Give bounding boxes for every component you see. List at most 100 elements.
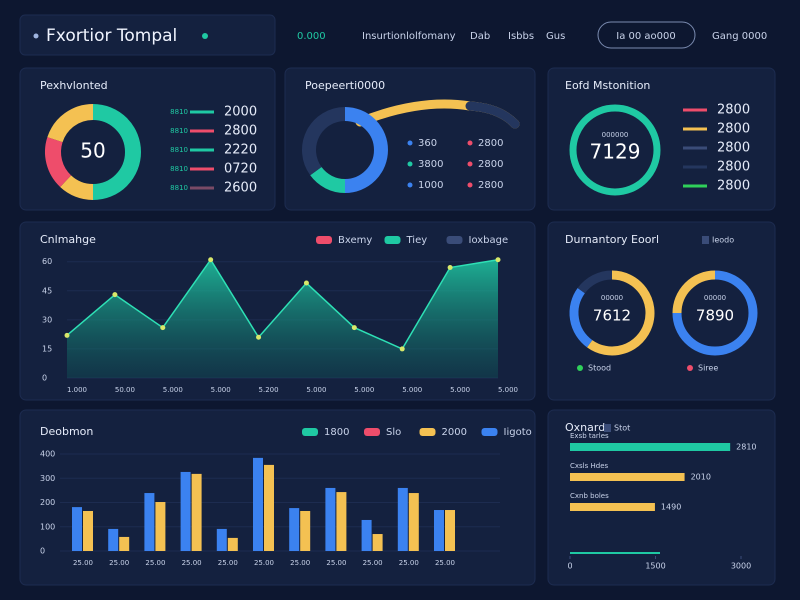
x-tick-label: 25.00 xyxy=(290,559,310,567)
nav-item[interactable]: 0.000 xyxy=(297,31,326,42)
x-tick-label: 5.000 xyxy=(211,386,231,394)
y-tick-label: 400 xyxy=(40,450,55,459)
x-tick-label: 25.00 xyxy=(254,559,274,567)
bar xyxy=(434,510,444,551)
donut-segment xyxy=(310,166,346,193)
legend-label: Iigoto xyxy=(504,427,532,438)
legend-swatch xyxy=(481,428,498,436)
center-value: 7129 xyxy=(590,140,641,164)
legend-label: 8810 xyxy=(170,165,188,173)
panel xyxy=(547,221,776,401)
nav-item[interactable]: Gus xyxy=(546,31,565,42)
legend-swatch xyxy=(316,236,332,244)
bar xyxy=(570,443,731,451)
bar xyxy=(300,510,311,551)
panel xyxy=(547,409,776,586)
y-tick-label: 200 xyxy=(40,498,55,507)
x-tick-label: 50.00 xyxy=(115,386,135,394)
button-label[interactable]: Ia 00 ao000 xyxy=(616,31,676,42)
legend-swatch xyxy=(364,428,380,436)
x-tick-label: 3000 xyxy=(731,562,751,571)
y-tick-label: 300 xyxy=(40,474,55,483)
point xyxy=(351,325,357,331)
legend-value: 2800 xyxy=(224,124,257,139)
x-tick-label: 25.00 xyxy=(109,559,129,567)
panel-title: Eofd Mstonition xyxy=(565,79,650,92)
x-tick-label: 5.000 xyxy=(306,386,326,394)
legend-value: 2000 xyxy=(224,105,257,120)
donut-segment xyxy=(569,104,661,196)
x-tick-label: 25.00 xyxy=(218,559,238,567)
panel-title: Poepeerti0000 xyxy=(305,79,385,92)
legend-dot xyxy=(407,140,413,146)
panel-badge: Ieodo xyxy=(712,236,734,245)
legend-label: 360 xyxy=(418,138,437,149)
point xyxy=(256,334,262,340)
legend-swatch xyxy=(384,236,401,244)
bar xyxy=(216,528,227,551)
legend-label: 2000 xyxy=(442,427,467,438)
nav-item[interactable]: Isbbs xyxy=(508,31,534,42)
bar xyxy=(180,471,191,551)
donut-segment xyxy=(587,270,655,356)
x-tick-label: 5.200 xyxy=(259,386,279,394)
x-tick-label: 25.00 xyxy=(363,559,383,567)
nav-item[interactable]: Insurtionlolfomany xyxy=(362,31,456,42)
donut-segment xyxy=(672,270,716,314)
y-tick-label: 15 xyxy=(42,344,52,353)
legend-dot xyxy=(687,365,693,371)
legend-label: 8810 xyxy=(170,184,188,192)
center-sub: 00000 xyxy=(704,294,726,302)
panel-title: Cnlmahge xyxy=(40,233,96,246)
legend-label: 8810 xyxy=(170,146,188,154)
x-tick-label: 5.000 xyxy=(402,386,422,394)
legend-value: 2800 xyxy=(717,160,750,175)
legend-dot xyxy=(407,161,413,167)
value-label: 1490 xyxy=(661,503,681,512)
legend-label: 1800 xyxy=(324,427,349,438)
y-tick-label: 0 xyxy=(42,374,47,383)
point xyxy=(303,280,309,286)
value-label: 2810 xyxy=(736,443,756,452)
panel-title: Durnantory Eoorl xyxy=(565,233,659,246)
panel-badge: Stot xyxy=(614,424,630,433)
y-tick-label: 0 xyxy=(40,547,45,556)
app-title: Fxortior Tompal xyxy=(46,26,177,46)
legend-label: 8810 xyxy=(170,127,188,135)
bar xyxy=(361,519,372,551)
bar xyxy=(119,536,130,551)
panel xyxy=(547,67,776,211)
legend-value: 2800 xyxy=(717,179,750,194)
y-tick-label: 30 xyxy=(42,315,52,324)
legend-dot xyxy=(467,182,473,188)
panel-title: Deobmon xyxy=(40,425,93,438)
nav-item[interactable]: Dab xyxy=(470,31,490,42)
header-panel xyxy=(19,14,276,56)
legend-label: Slo xyxy=(386,427,401,438)
user-name[interactable]: Gang 0000 xyxy=(712,31,767,42)
panel-title: Oxnard xyxy=(565,421,605,434)
legend-label: Stood xyxy=(588,364,611,373)
bar xyxy=(397,487,408,551)
legend-label: Ioxbage xyxy=(469,235,509,246)
donut-segment xyxy=(60,175,94,200)
legend-label: 8810 xyxy=(170,108,188,116)
point xyxy=(64,332,70,338)
center-value: 7890 xyxy=(696,307,734,325)
panel-title: Pexhvlonted xyxy=(40,79,108,92)
x-tick-label: 25.00 xyxy=(145,559,165,567)
button[interactable] xyxy=(597,21,696,49)
legend-label: Bxemy xyxy=(338,235,372,246)
bar xyxy=(264,464,274,551)
bar xyxy=(72,507,82,551)
legend-label: 3800 xyxy=(418,159,443,170)
bar xyxy=(253,457,263,551)
bar xyxy=(570,473,685,481)
point xyxy=(447,265,453,271)
x-tick-label: 5.000 xyxy=(498,386,518,394)
bar xyxy=(144,493,155,551)
bullet xyxy=(33,33,39,39)
point xyxy=(160,325,166,331)
legend-label: 2800 xyxy=(478,180,503,191)
legend-dot xyxy=(467,140,473,146)
